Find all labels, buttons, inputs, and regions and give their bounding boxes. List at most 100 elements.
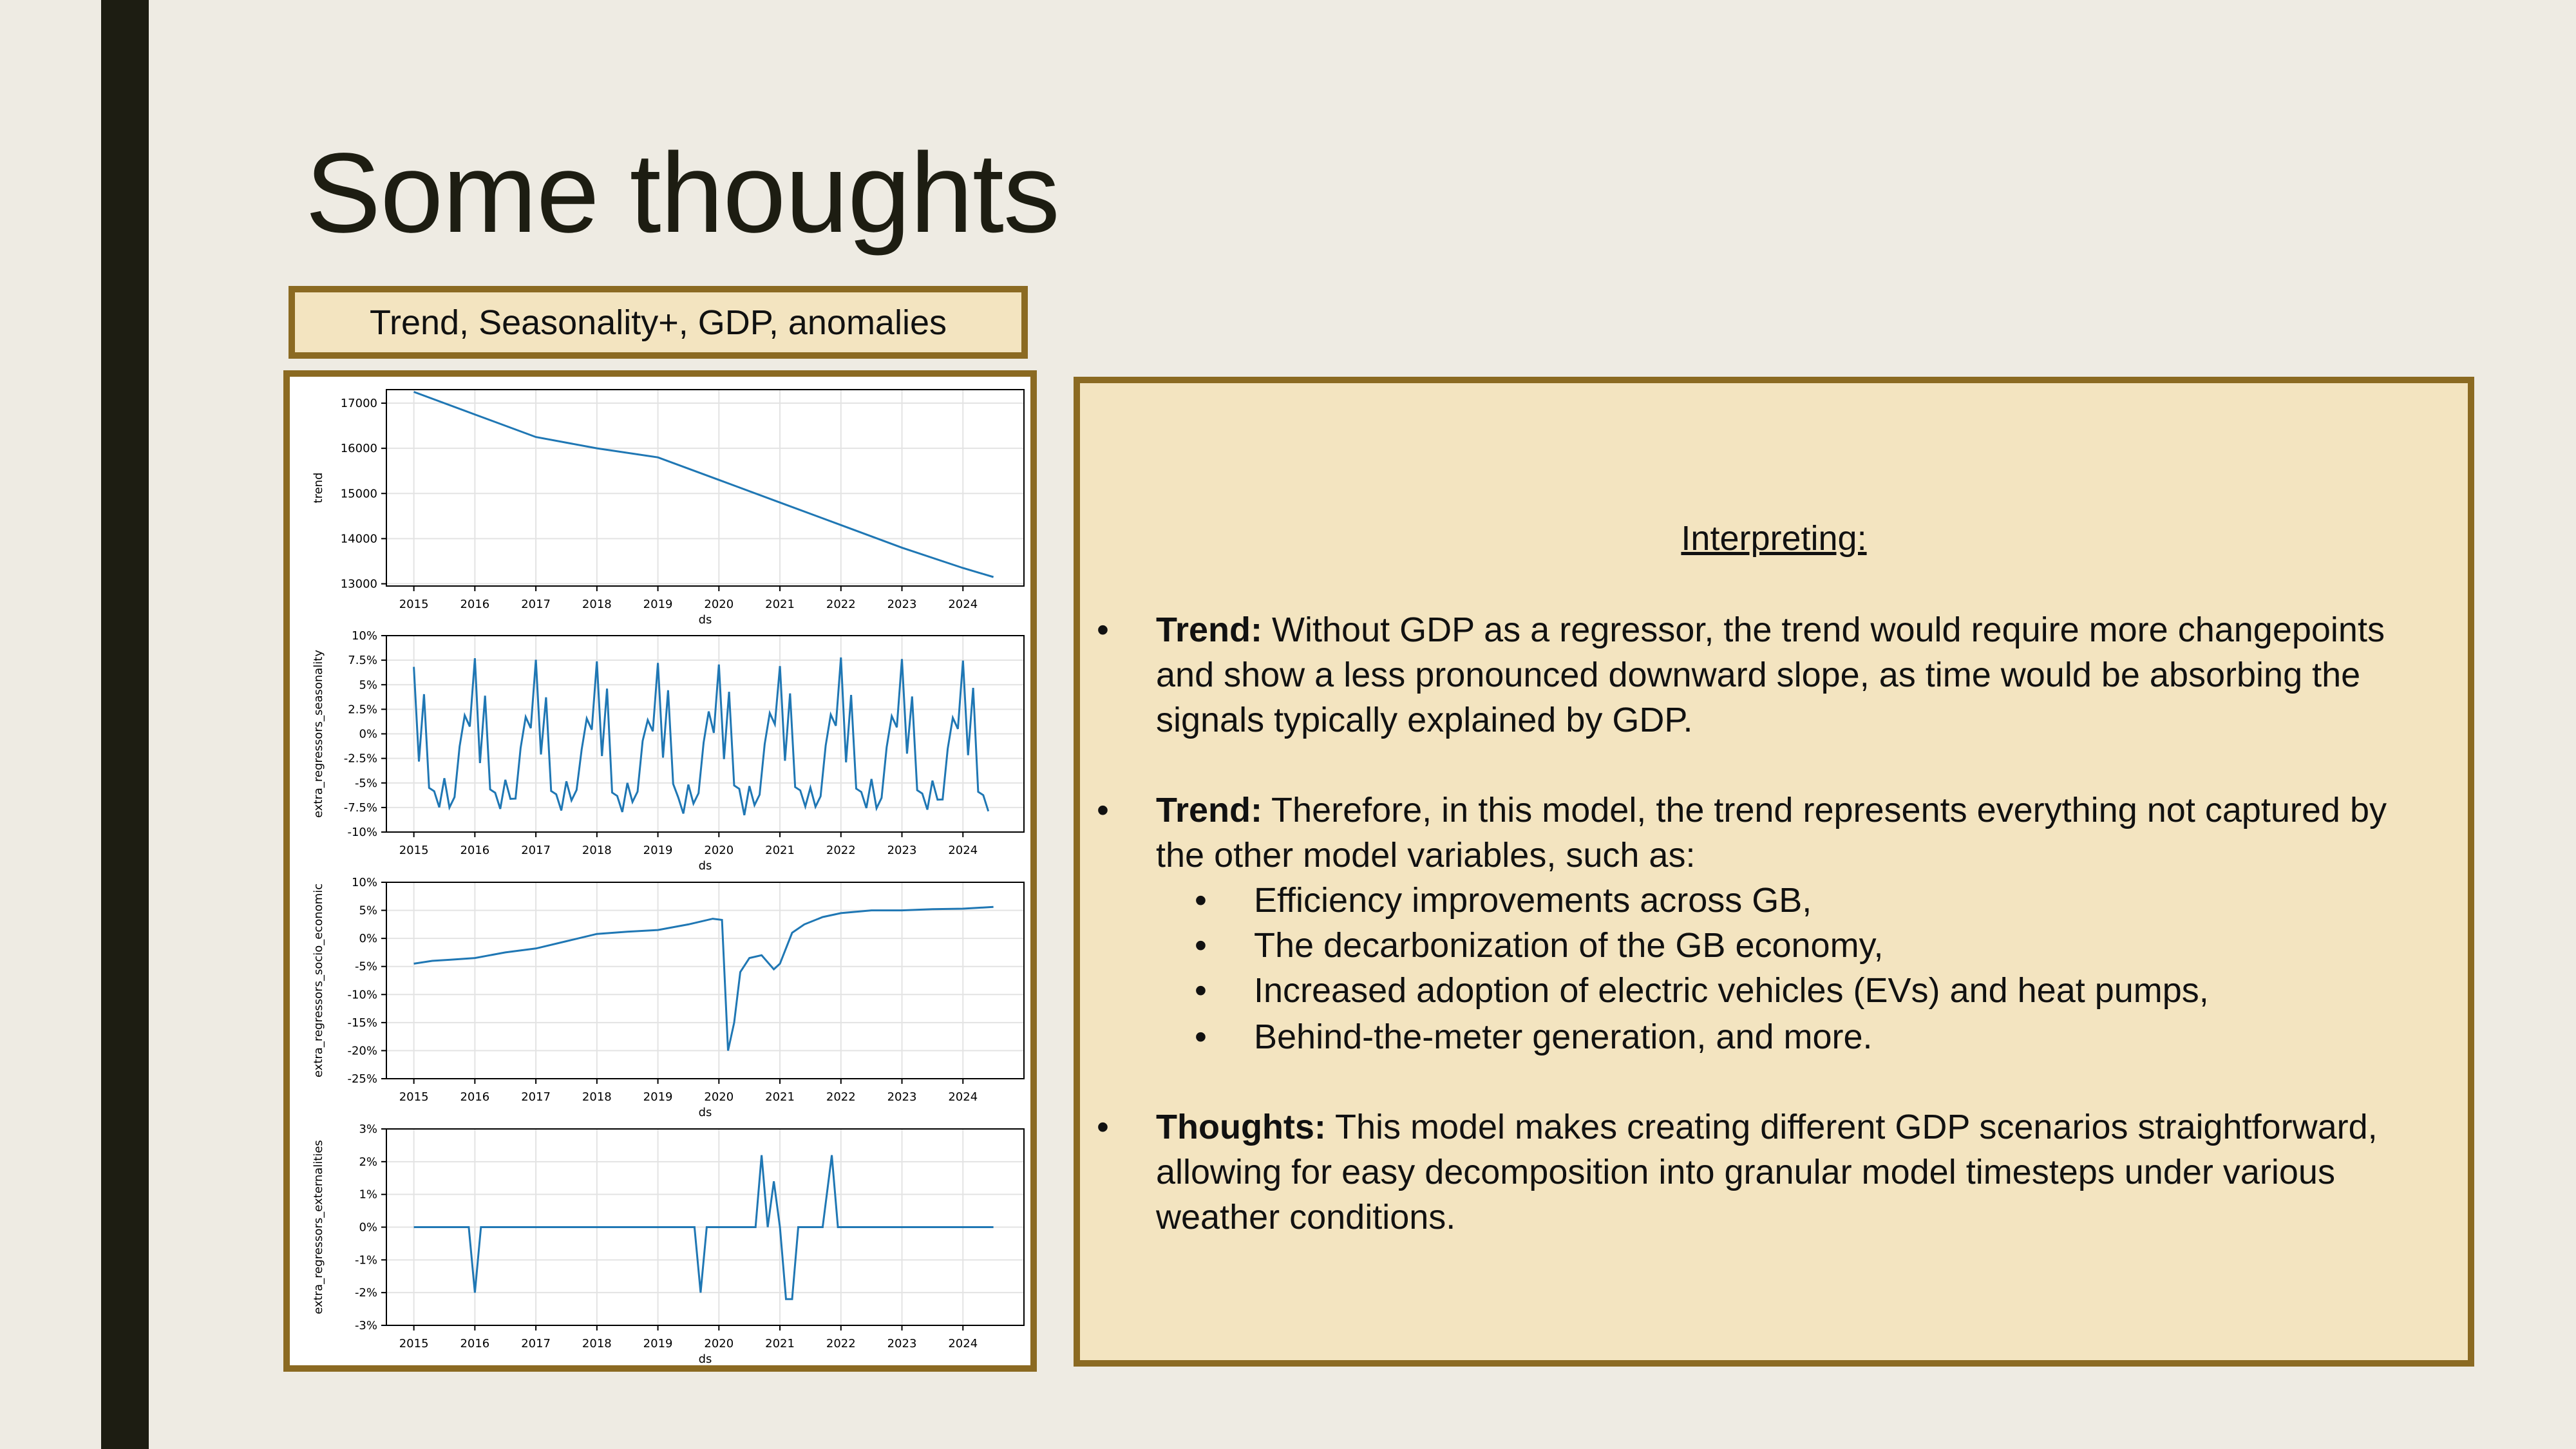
y-tick-label: 3% — [359, 1122, 377, 1136]
x-tick-label: 2015 — [399, 598, 429, 611]
x-tick-label: 2021 — [765, 844, 795, 857]
y-tick-label: 7.5% — [348, 654, 377, 667]
y-tick-label: 0% — [359, 1221, 377, 1235]
x-tick-label: 2020 — [704, 1337, 734, 1350]
bullet-trend-2: • Trend: Therefore, in this model, the t… — [1097, 788, 2431, 878]
series-line — [413, 1155, 994, 1300]
bullet-label: Thoughts: — [1156, 1108, 1326, 1146]
y-tick-label: 10% — [352, 876, 377, 889]
plot-frame — [386, 389, 1025, 587]
y-tick-label: -15% — [347, 1016, 377, 1030]
y-tick-label: 13000 — [341, 577, 377, 591]
x-tick-label: 2022 — [826, 1090, 856, 1104]
sub-bullet-dot: • — [1195, 971, 1207, 1010]
sub-bullet-dot: • — [1195, 881, 1207, 920]
series-line — [413, 905, 994, 1051]
y-tick-label: -7.5% — [344, 801, 377, 815]
y-tick-label: -3% — [355, 1319, 377, 1332]
x-tick-label: 2024 — [948, 1090, 978, 1104]
sub-item: • Increased adoption of electric vehicle… — [1195, 968, 2209, 1013]
y-tick-label: 17000 — [341, 397, 377, 410]
x-tick-label: 2017 — [521, 844, 551, 857]
y-tick-label: -5% — [355, 960, 377, 974]
x-tick-label: 2017 — [521, 1337, 551, 1350]
plot-frame — [386, 882, 1025, 1079]
y-tick-label: 10% — [352, 629, 377, 643]
x-tick-label: 2016 — [460, 1337, 489, 1350]
x-tick-label: 2022 — [826, 844, 856, 857]
x-tick-label: 2020 — [704, 844, 734, 857]
y-tick-label: 0% — [359, 932, 377, 945]
x-axis-label: ds — [699, 1352, 712, 1365]
y-tick-label: -20% — [347, 1044, 377, 1057]
y-tick-label: -10% — [347, 988, 377, 1001]
sub-bullet-dot: • — [1195, 1018, 1207, 1056]
y-tick-label: -2.5% — [344, 752, 377, 766]
slide-title: Some thoughts — [305, 130, 1060, 256]
x-tick-label: 2015 — [399, 1337, 429, 1350]
x-tick-label: 2015 — [399, 844, 429, 857]
y-tick-label: 5% — [359, 678, 377, 692]
sub-item-text: Efficiency improvements across GB, — [1254, 881, 1812, 920]
y-tick-label: 14000 — [341, 532, 377, 545]
x-tick-label: 2020 — [704, 1090, 734, 1104]
x-tick-label: 2023 — [887, 1090, 917, 1104]
x-tick-label: 2024 — [948, 844, 978, 857]
sub-item-text: The decarbonization of the GB economy, — [1254, 926, 1884, 965]
bullet-label: Trend: — [1156, 791, 1263, 829]
y-tick-label: -25% — [347, 1072, 377, 1086]
y-tick-label: -2% — [355, 1286, 377, 1300]
bullet-text: Without GDP as a regressor, the trend wo… — [1156, 611, 2385, 739]
x-tick-label: 2018 — [582, 1337, 612, 1350]
x-tick-label: 2019 — [643, 598, 673, 611]
y-tick-label: 2.5% — [348, 703, 377, 716]
interpretation-panel: Interpreting: • Trend: Without GDP as a … — [1074, 377, 2474, 1367]
sub-bullet-dot: • — [1195, 926, 1207, 965]
bullet-trend-1: • Trend: Without GDP as a regressor, the… — [1097, 607, 2431, 743]
bullet-dot: • — [1097, 611, 1109, 649]
x-tick-label: 2018 — [582, 1090, 612, 1104]
x-tick-label: 2022 — [826, 598, 856, 611]
x-tick-label: 2023 — [887, 598, 917, 611]
x-tick-label: 2016 — [460, 844, 489, 857]
left-accent-bar — [101, 0, 149, 1449]
y-axis-label: extra_regressors_seasonality — [312, 650, 325, 818]
bullet-thoughts: • Thoughts: This model makes creating di… — [1097, 1104, 2431, 1240]
chart-caption: Trend, Seasonality+, GDP, anomalies — [370, 303, 947, 342]
x-tick-label: 2024 — [948, 598, 978, 611]
panel-heading: Interpreting: — [1681, 519, 1867, 558]
x-tick-label: 2019 — [643, 844, 673, 857]
x-tick-label: 2016 — [460, 1090, 489, 1104]
x-tick-label: 2018 — [582, 598, 612, 611]
y-axis-label: trend — [312, 473, 325, 504]
x-tick-label: 2019 — [643, 1337, 673, 1350]
x-tick-label: 2021 — [765, 1337, 795, 1350]
bullet-label: Trend: — [1156, 611, 1263, 649]
x-axis-label: ds — [699, 613, 712, 627]
plot-frame — [386, 1128, 1025, 1326]
sub-item: • The decarbonization of the GB economy, — [1195, 923, 1884, 968]
series-line — [413, 391, 994, 578]
x-tick-label: 2023 — [887, 844, 917, 857]
x-tick-label: 2017 — [521, 598, 551, 611]
y-tick-label: 5% — [359, 904, 377, 918]
y-tick-label: 1% — [359, 1188, 377, 1202]
series-line — [413, 657, 990, 816]
x-tick-label: 2015 — [399, 1090, 429, 1104]
y-tick-label: 16000 — [341, 442, 377, 455]
x-tick-label: 2017 — [521, 1090, 551, 1104]
y-tick-label: 0% — [359, 728, 377, 741]
y-tick-label: -5% — [355, 777, 377, 790]
sub-item-text: Behind-the-meter generation, and more. — [1254, 1018, 1873, 1056]
bullet-text: Therefore, in this model, the trend repr… — [1156, 791, 2387, 875]
y-tick-label: 2% — [359, 1155, 377, 1169]
y-axis-label: extra_regressors_socio_economic — [312, 884, 325, 1077]
x-tick-label: 2018 — [582, 844, 612, 857]
x-tick-label: 2021 — [765, 598, 795, 611]
chart-caption-box: Trend, Seasonality+, GDP, anomalies — [289, 286, 1028, 359]
bullet-dot: • — [1097, 1108, 1109, 1146]
x-tick-label: 2024 — [948, 1337, 978, 1350]
bullet-dot: • — [1097, 791, 1109, 829]
x-tick-label: 2020 — [704, 598, 734, 611]
x-tick-label: 2016 — [460, 598, 489, 611]
